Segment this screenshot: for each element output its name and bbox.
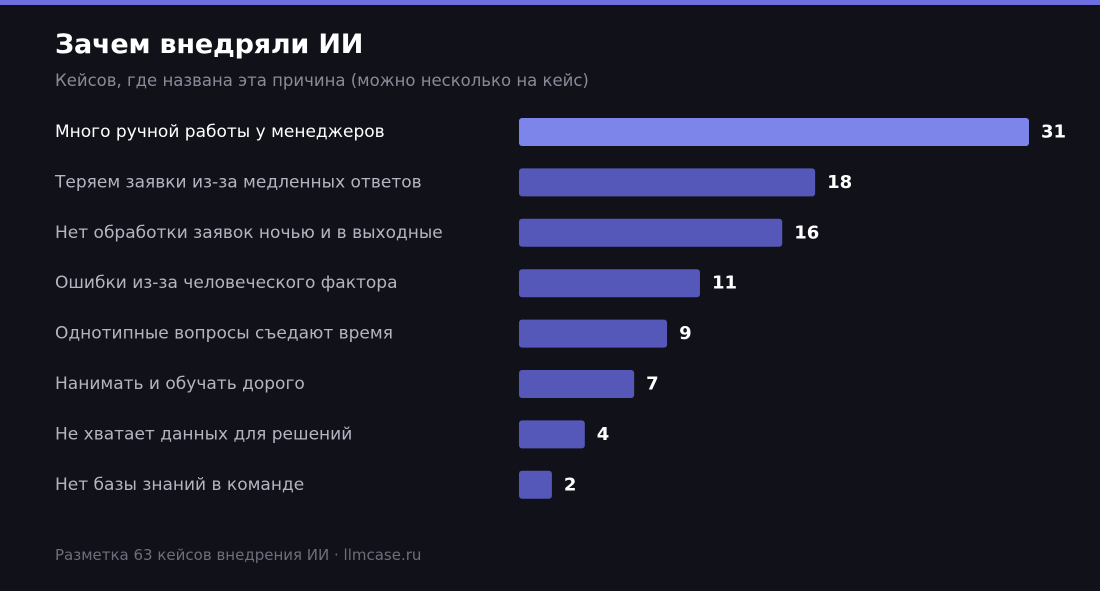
footer-source: Разметка 63 кейсов внедрения ИИ · llmcas… — [55, 546, 422, 564]
category-label: Не хватает данных для решений — [55, 424, 352, 444]
value-label: 9 — [679, 323, 692, 344]
category-label: Нет обработки заявок ночью и в выходные — [55, 223, 443, 243]
bar — [519, 218, 783, 247]
category-label: Нанимать и обучать дорого — [55, 374, 305, 394]
value-label: 2 — [564, 474, 577, 495]
value-label: 7 — [646, 374, 659, 395]
value-label: 16 — [794, 222, 819, 243]
chart-title: Зачем внедряли ИИ — [55, 29, 364, 60]
value-label: 18 — [827, 172, 852, 193]
bar — [519, 269, 700, 298]
bar — [519, 319, 668, 348]
bar — [519, 118, 1029, 146]
bar — [519, 420, 585, 449]
bar — [519, 470, 552, 499]
chart-subtitle: Кейсов, где названа эта причина (можно н… — [55, 71, 589, 90]
category-label: Теряем заявки из-за медленных ответов — [54, 172, 422, 192]
category-label: Много ручной работы у менеджеров — [55, 122, 385, 142]
bar — [519, 168, 816, 197]
value-label: 31 — [1041, 122, 1066, 143]
value-label: 11 — [712, 273, 737, 294]
value-label: 4 — [597, 424, 610, 445]
category-label: Ошибки из-за человеческого фактора — [55, 273, 398, 293]
bar — [519, 370, 635, 398]
category-label: Однотипные вопросы съедают время — [55, 324, 393, 344]
category-label: Нет базы знаний в команде — [55, 475, 304, 495]
accent-top-bar — [0, 0, 1100, 5]
